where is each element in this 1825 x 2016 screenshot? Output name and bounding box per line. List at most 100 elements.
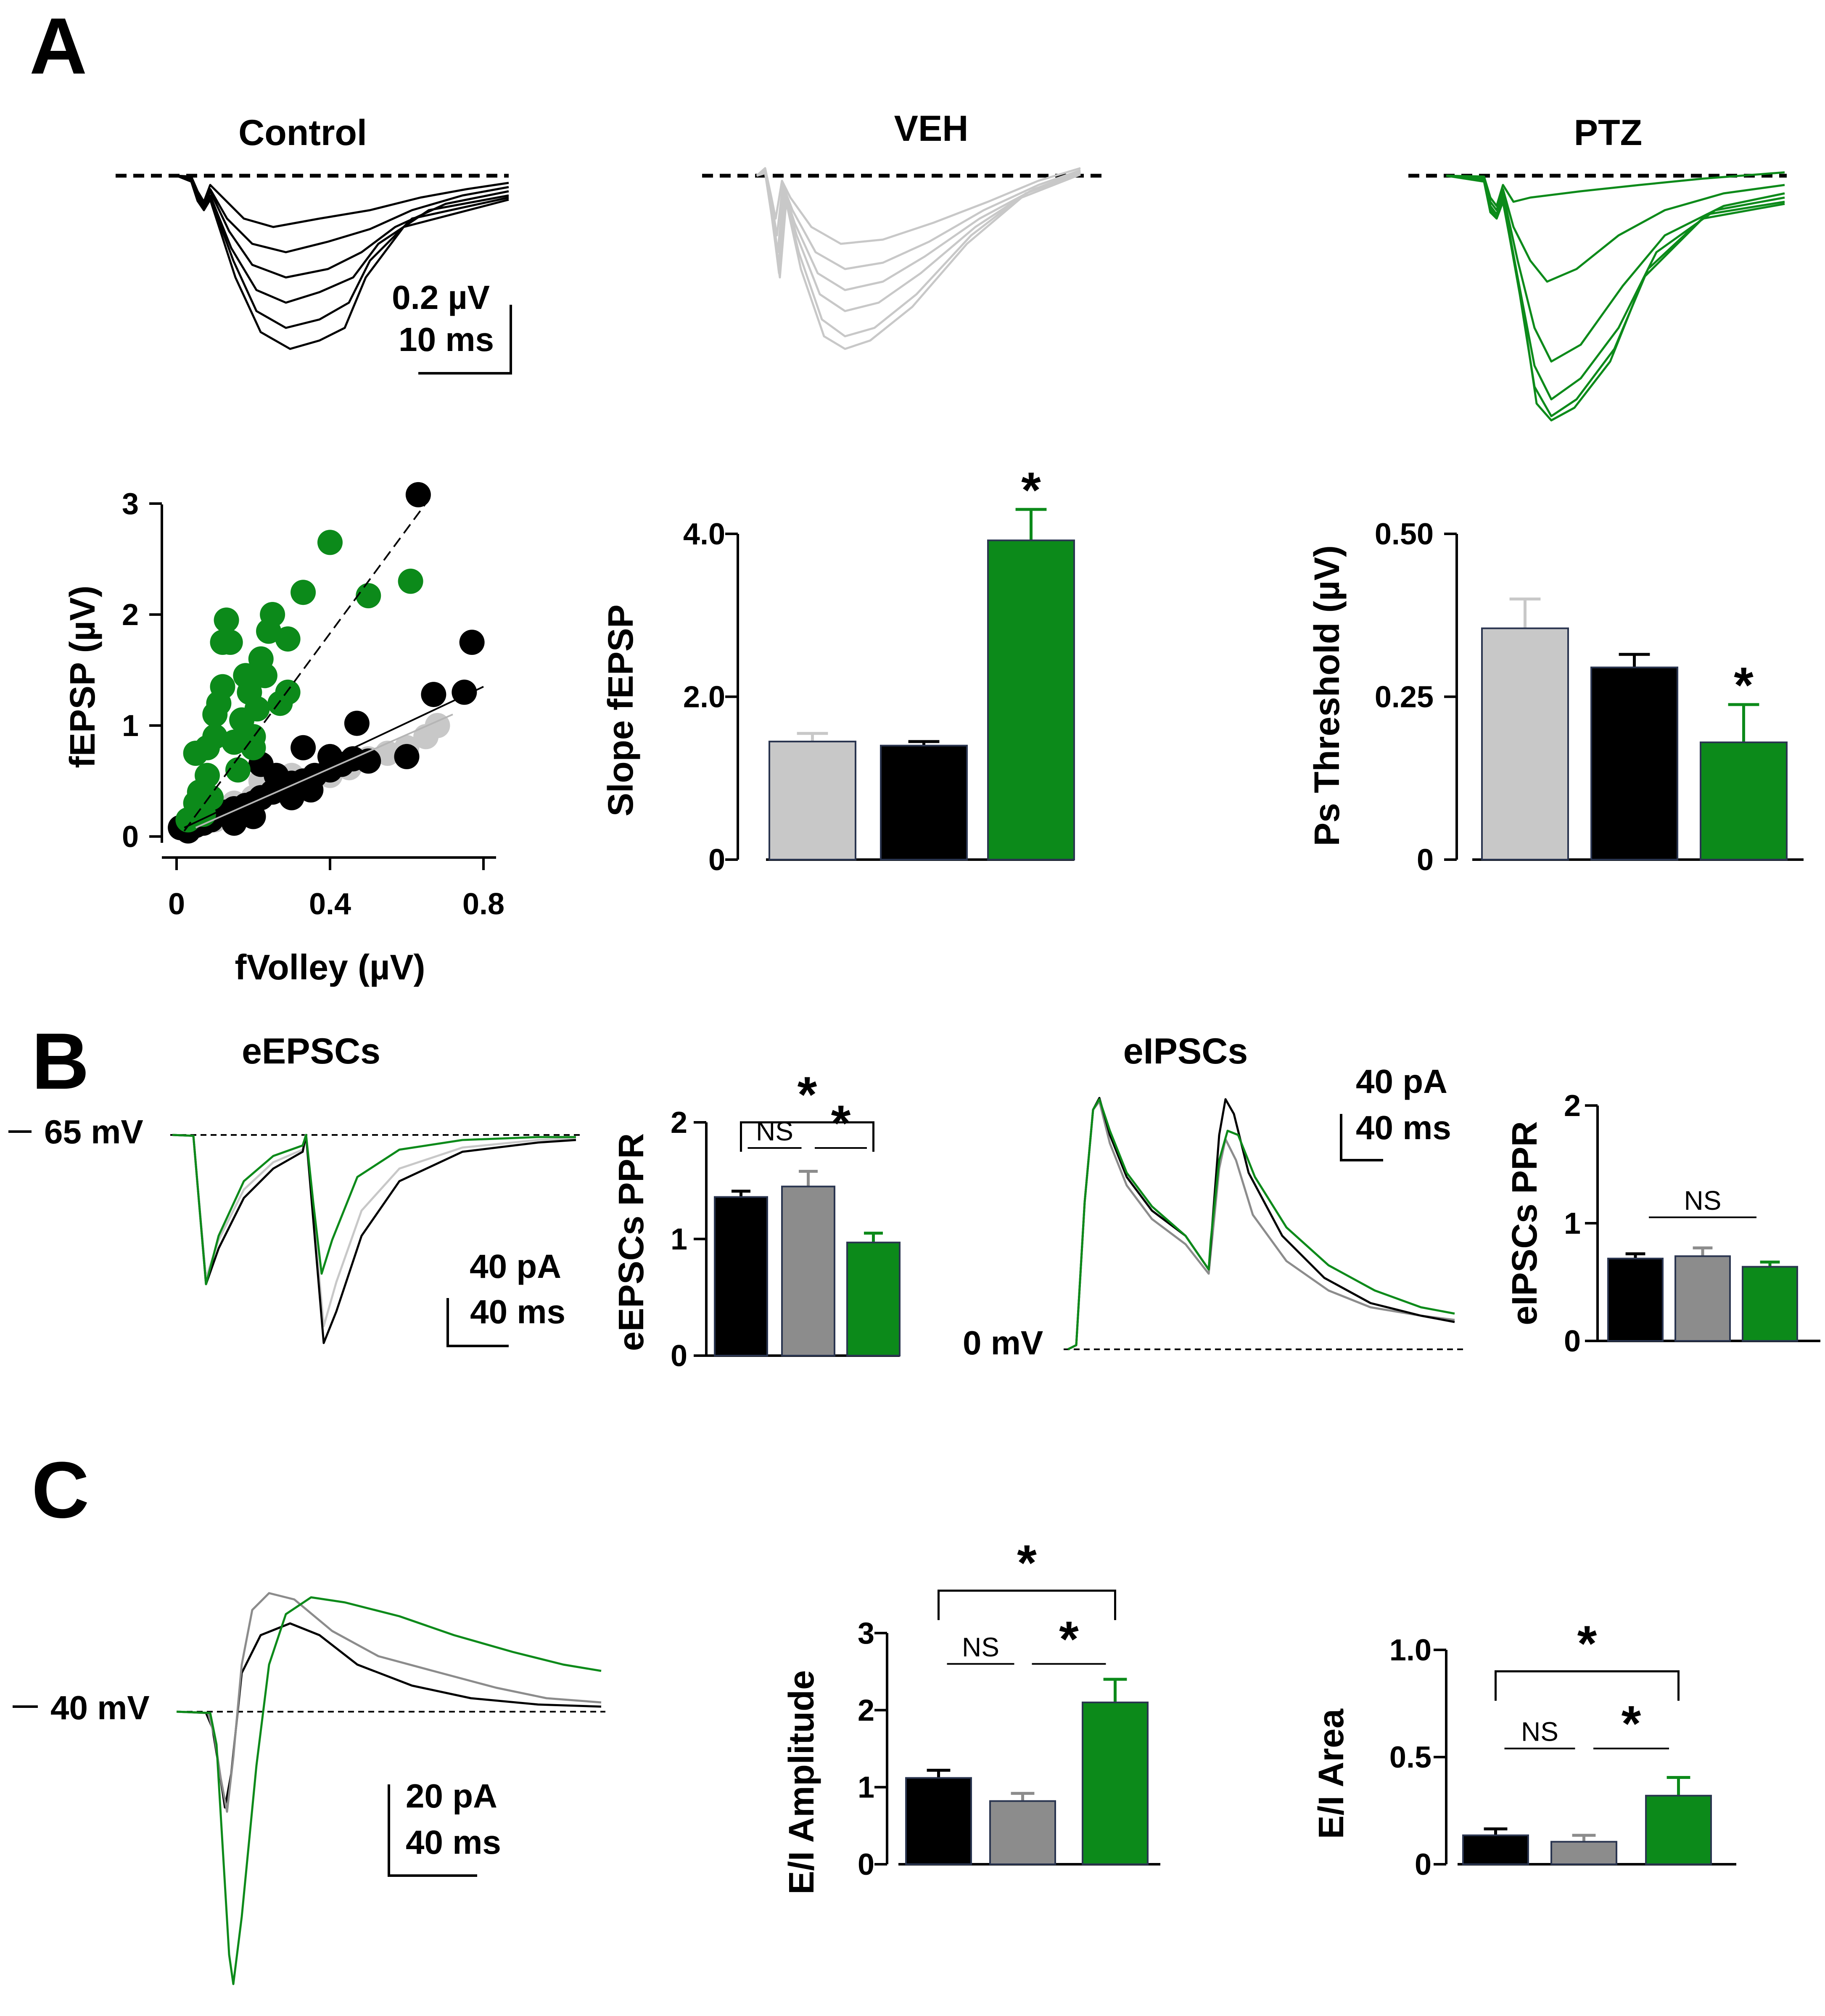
scatter-y-tick-label: 2 <box>122 598 139 632</box>
ei_amp-bar-ptz <box>1082 1702 1149 1865</box>
scatter-fit-line <box>184 686 484 829</box>
eepsc-traces <box>172 1134 576 1344</box>
c-scale-x-label: 40 ms <box>406 1823 501 1861</box>
scatter-point-ptz <box>221 729 247 755</box>
ei_amp-y-tick-label: 2 <box>858 1694 874 1727</box>
veh-fepsp-traces <box>756 167 1081 350</box>
eipsc_ppr-y-tick-label: 0 <box>1564 1325 1581 1358</box>
ptz-trace-2 <box>1446 174 1785 283</box>
eipsc-ppr-chart: eIPSCs PPR 0 1 2 NS <box>1505 1089 1820 1358</box>
slope_bar-bar-ptz <box>987 539 1075 860</box>
c-scale-y-label: 20 pA <box>406 1777 497 1815</box>
veh-trace-5 <box>756 171 1081 338</box>
scatter-point-ptz <box>291 580 316 605</box>
scatter-point-control <box>298 777 324 803</box>
panel-label-c: C <box>32 1446 89 1535</box>
eipsc-scale-bar: 40 pA 40 ms <box>1340 1063 1451 1161</box>
ps-y-title: Ps Threshold (µV) <box>1307 545 1347 846</box>
scatter-x-tick-label: 0.8 <box>462 887 504 921</box>
c-holding-label: 40 mV <box>50 1689 150 1726</box>
scatter-point-control <box>291 735 316 760</box>
exc-holding-label: 65 mV <box>44 1113 143 1150</box>
ei_amp-bar-veh <box>989 1800 1056 1865</box>
eepsc_ppr-bar-control <box>714 1196 768 1357</box>
scatter-x-tick-label: 0 <box>168 887 185 921</box>
scatter-point-control <box>459 630 485 655</box>
scatter-point-ptz <box>275 626 301 652</box>
ps_bar-bar-ptz <box>1700 741 1788 860</box>
c-scale-lines <box>388 1784 477 1877</box>
fepsp-scale-lines <box>418 305 512 375</box>
scatter-point-ptz <box>244 696 270 722</box>
eipsc_ppr-y-tick-label: 2 <box>1564 1089 1581 1123</box>
eipsc-title: eIPSCs <box>1123 1031 1248 1071</box>
ei_area-ns-label: NS <box>1521 1717 1558 1747</box>
slope-fepsp-chart: Slope fEPSP 0 2.0 4.0 * <box>601 462 1075 877</box>
slope_bar-bar-control <box>880 744 968 860</box>
scatter-point-control <box>317 744 343 769</box>
eipsc-ppr-y-title: eIPSCs PPR <box>1505 1121 1544 1325</box>
scatter-point-control <box>394 744 420 769</box>
scatter-point-ptz <box>217 630 243 655</box>
ei_amp-bracket-star: * <box>1017 1535 1037 1591</box>
eepsc-trace-ptz <box>172 1134 576 1285</box>
eipsc-traces <box>1067 1097 1455 1351</box>
eipsc_ppr-bar-ptz <box>1742 1266 1798 1342</box>
eepsc_ppr-bar-veh <box>781 1185 835 1356</box>
veh-trace-6 <box>756 172 1081 350</box>
ei_amp-y-tick-label: 1 <box>858 1771 874 1805</box>
eipsc-scale-x-label: 40 ms <box>1356 1109 1451 1146</box>
eepsc_ppr-ns-label: NS <box>756 1116 793 1146</box>
slope_bar-y-tick-label: 4.0 <box>683 517 725 551</box>
ei_amp-comparison-star: * <box>1059 1611 1079 1667</box>
scatter-x-tick-label: 0.4 <box>309 887 351 921</box>
ei_area-bracket <box>1495 1670 1680 1701</box>
scatter-point-ptz <box>275 679 301 705</box>
ei_area-y-tick-label: 1.0 <box>1389 1633 1431 1667</box>
ei-amplitude-chart: E/I Amplitude 0 1 2 3 * NS * <box>782 1535 1160 1895</box>
ei_area-y-tick-label: 0 <box>1415 1848 1431 1881</box>
eepsc-scale-y-label: 40 pA <box>470 1248 561 1285</box>
ei-traces <box>176 1592 602 1985</box>
ei-trace-veh <box>176 1592 602 1813</box>
veh-trace-title: VEH <box>894 108 969 149</box>
eepsc_ppr-y-tick-label: 1 <box>671 1223 687 1256</box>
ei_area-bar-ptz <box>1645 1794 1712 1865</box>
eepsc_ppr-bracket <box>740 1121 874 1152</box>
ei_area-bar-veh <box>1550 1841 1617 1866</box>
ps_bar-y-tick-label: 0.25 <box>1375 681 1434 714</box>
scatter-point-control <box>221 810 247 836</box>
eepsc-title: eEPSCs <box>242 1031 380 1071</box>
slope_bar-significance-star: * <box>1021 462 1041 518</box>
panel-label-b: B <box>32 1017 89 1106</box>
eepsc_ppr-y-tick-label: 0 <box>671 1339 687 1373</box>
ei-area-y-title: E/I Area <box>1311 1708 1351 1839</box>
eepsc-scale-lines <box>446 1298 509 1347</box>
scatter-point-control <box>344 710 370 736</box>
scatter-point-ptz <box>214 607 239 633</box>
scatter-y-title: fEPSP (µV) <box>63 586 102 768</box>
control-fepsp-traces <box>176 174 509 350</box>
scatter-point-ptz <box>195 763 220 788</box>
scatter-fit-lines <box>183 497 484 831</box>
eipsc-scale-lines <box>1340 1114 1383 1161</box>
slope_bar-bar-veh <box>769 741 856 860</box>
scatter-fit-line <box>195 713 453 829</box>
scatter-point-ptz <box>398 568 423 594</box>
scatter-point-ptz <box>225 757 251 783</box>
scatter-point-ptz <box>252 663 277 689</box>
eipsc_ppr-bar-control <box>1607 1258 1664 1342</box>
scatter-point-control <box>405 482 431 507</box>
fepsp-scale-x-label: 10 ms <box>399 321 494 358</box>
eepsc-scale-x-label: 40 ms <box>470 1293 565 1330</box>
scatter-point-ptz <box>210 674 235 699</box>
eepsc_ppr-comparison-star: * <box>831 1095 851 1151</box>
scatter-point-control <box>421 682 446 707</box>
scatter-fit-line <box>183 497 430 831</box>
scatter-point-control <box>240 804 266 829</box>
c-scale-bar: 20 pA 40 ms <box>388 1777 501 1877</box>
ptz-fepsp-traces <box>1446 171 1785 422</box>
eepsc-scale-bar: 40 pA 40 ms <box>446 1248 565 1347</box>
io-scatter-chart: 0 1 2 3 0 0.4 0.8 fVolley (µV) fEPSP (µV) <box>63 482 504 987</box>
